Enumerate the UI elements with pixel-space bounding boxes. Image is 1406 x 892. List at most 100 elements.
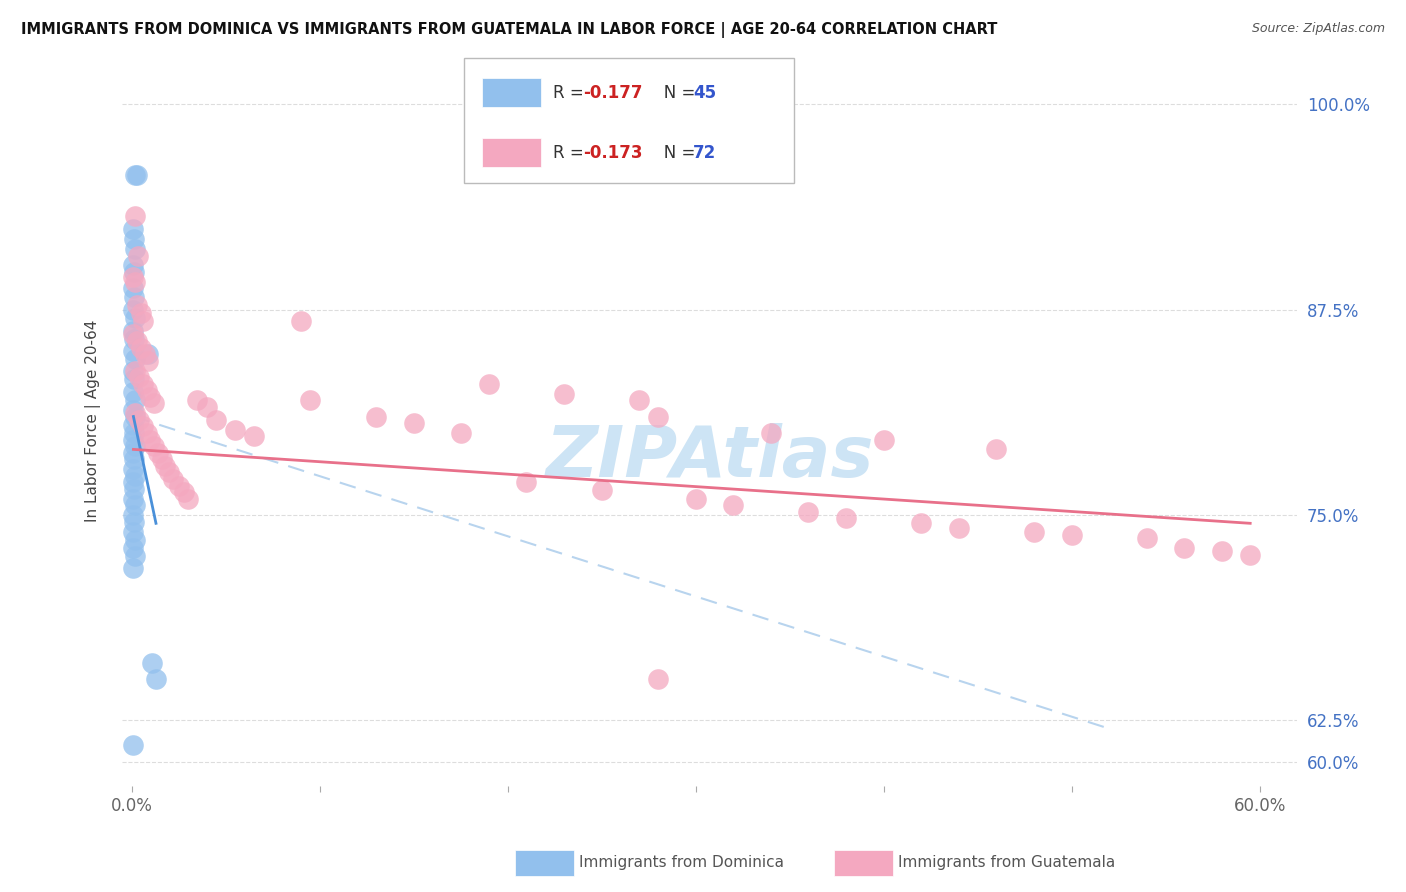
Text: -0.177: -0.177 (583, 84, 643, 102)
Point (759, 425, 782, 440)
Point (872, 433, 894, 447)
Point (122, 324, 145, 338)
Point (515, 475, 537, 490)
Point (122, 384, 145, 399)
Point (1239, 548, 1261, 562)
Point (1136, 531, 1159, 545)
Point (122, 541, 145, 555)
Text: Immigrants from Dominica: Immigrants from Dominica (579, 855, 785, 870)
Point (129, 306, 152, 320)
Point (628, 393, 651, 408)
Point (124, 425, 146, 440)
Point (124, 209, 146, 223)
Point (122, 475, 145, 490)
Text: IMMIGRANTS FROM DOMINICA VS IMMIGRANTS FROM GUATEMALA IN LABOR FORCE | AGE 20-64: IMMIGRANTS FROM DOMINICA VS IMMIGRANTS F… (21, 22, 997, 38)
Text: Source: ZipAtlas.com: Source: ZipAtlas.com (1251, 22, 1385, 36)
Point (478, 376, 501, 391)
Point (124, 406, 146, 420)
Point (122, 363, 145, 377)
Text: N =: N = (648, 144, 700, 161)
Point (122, 417, 145, 432)
Point (128, 370, 150, 384)
Point (146, 445, 169, 459)
Point (167, 478, 190, 492)
Point (132, 314, 155, 328)
Point (647, 673, 669, 687)
Point (124, 168, 146, 182)
Point (364, 409, 387, 424)
Point (124, 533, 146, 547)
Text: ZIPAtlas: ZIPAtlas (546, 423, 875, 491)
Point (125, 168, 148, 182)
Point (143, 396, 166, 410)
Point (948, 521, 970, 535)
Point (122, 343, 145, 358)
Point (127, 298, 149, 312)
Point (124, 372, 146, 386)
Point (1060, 528, 1083, 542)
Point (553, 386, 575, 401)
Point (122, 269, 145, 284)
Point (124, 549, 146, 564)
Point (124, 498, 146, 512)
Point (122, 281, 145, 295)
Point (186, 393, 208, 408)
Point (450, 425, 472, 440)
Point (224, 423, 246, 437)
Point (299, 393, 322, 408)
Point (685, 491, 707, 506)
Point (124, 332, 146, 346)
Point (195, 400, 218, 414)
Point (402, 416, 425, 430)
Text: Immigrants from Guatemala: Immigrants from Guatemala (898, 855, 1116, 870)
Point (122, 259, 145, 273)
Point (136, 347, 159, 361)
Point (162, 472, 184, 486)
Point (242, 429, 264, 443)
Point (721, 498, 744, 512)
Point (122, 327, 145, 342)
Point (122, 403, 145, 417)
Point (124, 275, 146, 289)
Text: 72: 72 (693, 144, 717, 161)
Point (124, 363, 146, 377)
Text: 45: 45 (693, 84, 716, 102)
Point (290, 314, 312, 328)
Point (177, 491, 200, 506)
Point (173, 485, 195, 500)
Point (122, 462, 145, 476)
Point (124, 468, 146, 483)
Point (124, 242, 146, 256)
Point (910, 516, 932, 531)
Point (124, 439, 146, 453)
Point (157, 466, 180, 480)
Point (132, 376, 155, 391)
Point (124, 515, 146, 529)
Point (132, 419, 155, 434)
Point (124, 482, 146, 496)
Text: -0.173: -0.173 (583, 144, 643, 161)
Point (124, 409, 146, 424)
Point (129, 341, 152, 355)
Point (835, 511, 858, 525)
Point (135, 384, 157, 398)
Point (1211, 544, 1233, 558)
Y-axis label: In Labor Force | Age 20-64: In Labor Force | Age 20-64 (86, 319, 101, 522)
Point (122, 491, 145, 506)
Point (122, 290, 145, 304)
Point (155, 458, 177, 473)
Point (205, 413, 228, 427)
Text: R =: R = (553, 144, 589, 161)
Point (122, 222, 145, 236)
Point (124, 265, 146, 279)
Point (122, 508, 145, 522)
Point (122, 302, 145, 317)
Point (127, 334, 149, 348)
Point (127, 248, 149, 262)
Point (143, 439, 166, 453)
Point (145, 673, 167, 687)
Point (124, 452, 146, 467)
Text: N =: N = (648, 84, 700, 102)
Point (122, 738, 145, 752)
Point (986, 442, 1008, 457)
